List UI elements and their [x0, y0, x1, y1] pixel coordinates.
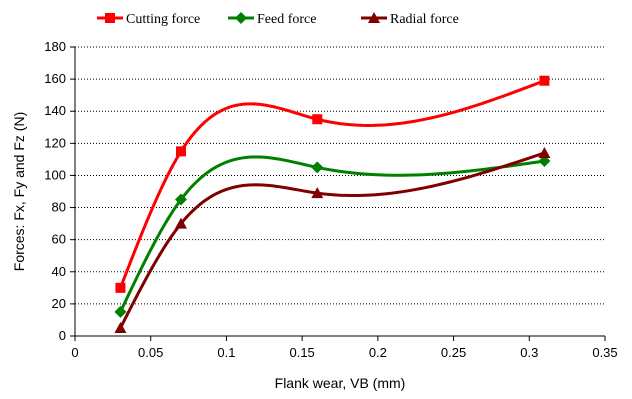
series-line [119, 151, 545, 329]
series-feed-force [114, 154, 551, 318]
data-point-square [539, 75, 550, 86]
legend-marker-diamond [235, 12, 247, 24]
axes [70, 46, 606, 341]
series-radial-force [114, 146, 551, 333]
x-tick-label: 0.25 [441, 345, 466, 360]
legend-item: Cutting force [97, 12, 200, 27]
x-tick-label: 0.1 [217, 345, 235, 360]
x-tick-label: 0.2 [369, 345, 387, 360]
y-tick-label: 80 [52, 200, 66, 215]
legend: Cutting force Feed force Radial force [97, 12, 459, 27]
y-tick-labels: 0 20 40 60 80 100 120 140 160 180 [44, 39, 66, 343]
data-point-diamond [114, 305, 127, 318]
legend-label: Radial force [390, 12, 459, 27]
legend-item: Feed force [228, 12, 316, 27]
data-point-square [312, 114, 323, 125]
y-tick-label: 120 [44, 135, 66, 150]
y-tick-label: 140 [44, 103, 66, 118]
legend-marker-square [105, 13, 115, 23]
y-axis-label: Forces: Fx, Fy and Fz (N) [11, 112, 27, 271]
data-point-diamond [175, 193, 187, 206]
y-tick-label: 60 [52, 232, 66, 247]
x-tick-label: 0.3 [520, 345, 538, 360]
data-point-square [176, 146, 186, 157]
x-tick-label: 0 [71, 345, 78, 360]
data-point-diamond [538, 154, 551, 167]
series-cutting-force [115, 75, 550, 293]
data-point-triangle [175, 217, 187, 229]
gridlines [75, 46, 605, 305]
x-axis-label: Flank wear, VB (mm) [275, 375, 406, 391]
y-tick-label: 180 [44, 39, 66, 54]
y-tick-label: 160 [44, 71, 66, 86]
x-tick-label: 0.15 [289, 345, 314, 360]
data-point-square [115, 282, 126, 293]
x-tick-labels: 0 0.05 0.1 0.15 0.2 0.25 0.3 0.35 [71, 345, 617, 360]
series-layer [114, 75, 551, 333]
y-tick-label: 40 [52, 264, 66, 279]
data-point-diamond [311, 161, 324, 174]
data-point-triangle [538, 146, 551, 158]
legend-item: Radial force [361, 12, 459, 27]
legend-label: Feed force [257, 12, 316, 27]
legend-marker-triangle [368, 12, 380, 23]
x-tick-label: 0.05 [138, 345, 163, 360]
series-line [119, 155, 545, 313]
legend-label: Cutting force [126, 12, 200, 27]
x-tick-label: 0.35 [592, 345, 617, 360]
y-tick-label: 100 [44, 167, 66, 182]
y-tick-label: 0 [59, 328, 66, 343]
y-tick-label: 20 [52, 296, 66, 311]
data-point-triangle [114, 321, 127, 333]
data-point-triangle [311, 187, 324, 199]
series-line [119, 79, 545, 289]
